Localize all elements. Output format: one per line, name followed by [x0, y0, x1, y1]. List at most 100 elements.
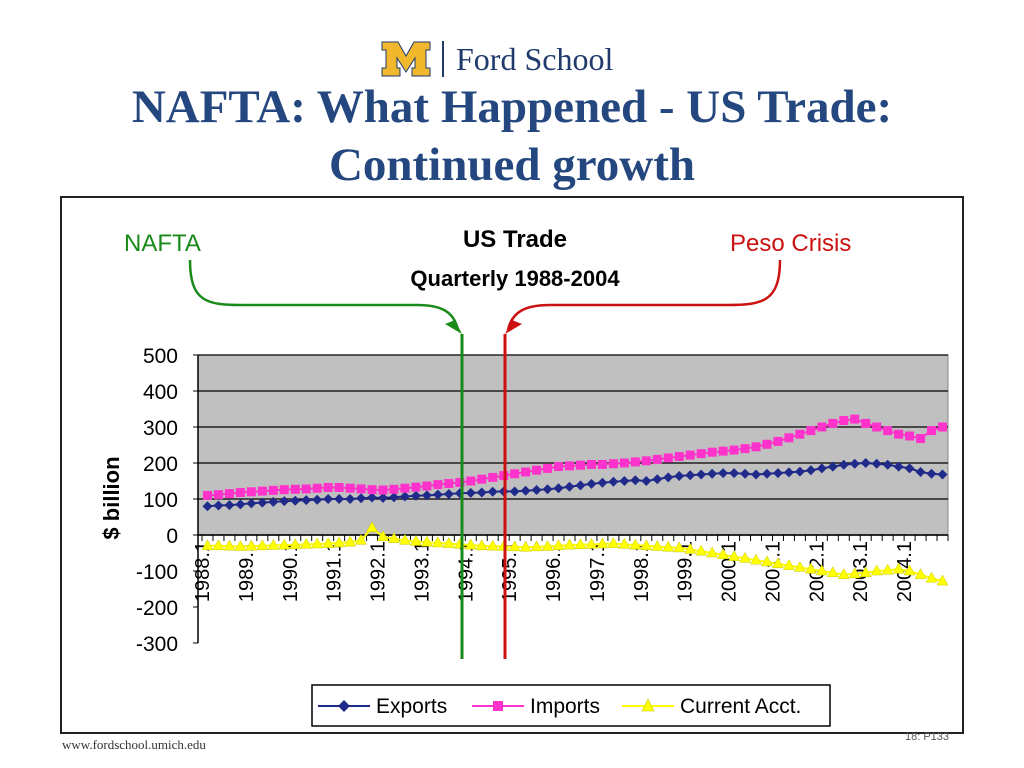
data-point: [915, 467, 926, 477]
chart-title: US Trade: [463, 226, 567, 253]
data-point: [619, 476, 630, 486]
logo-divider: [442, 41, 444, 77]
data-point: [267, 538, 280, 550]
data-point: [290, 495, 301, 506]
data-point: [651, 540, 664, 551]
data-point: [652, 454, 662, 464]
data-point: [663, 453, 673, 463]
data-point: [795, 429, 805, 439]
data-point: [564, 481, 575, 492]
data-point: [684, 542, 697, 554]
x-tick-label: 1988.1: [192, 541, 214, 602]
series-current-acct: [201, 521, 949, 586]
data-point: [476, 487, 487, 498]
data-point: [871, 458, 882, 469]
data-point: [322, 537, 335, 548]
data-point: [839, 416, 849, 426]
data-point: [444, 479, 454, 489]
peso-crisis-arrowhead: [505, 320, 522, 334]
data-point: [861, 418, 871, 428]
data-point: [278, 538, 291, 550]
data-point: [400, 483, 410, 493]
data-point: [212, 539, 225, 551]
data-point: [235, 499, 246, 510]
data-point: [914, 568, 927, 579]
data-point: [565, 461, 575, 471]
data-point: [685, 470, 696, 481]
data-point: [575, 480, 586, 491]
data-point: [695, 544, 708, 556]
data-point: [542, 484, 553, 495]
x-tick-label: 1996.1: [543, 541, 565, 602]
data-point: [761, 555, 773, 567]
data-point: [378, 485, 388, 495]
data-point: [431, 536, 444, 548]
data-point: [563, 538, 576, 550]
data-point: [904, 463, 915, 474]
data-point: [641, 476, 652, 486]
data-point: [432, 489, 443, 500]
data-point: [717, 548, 730, 560]
data-point: [608, 459, 618, 469]
data-point: [870, 564, 883, 576]
data-point: [674, 452, 684, 462]
data-point: [707, 468, 718, 479]
data-point: [926, 468, 937, 479]
data-point: [597, 477, 608, 488]
data-point: [345, 483, 355, 493]
data-point: [905, 431, 915, 441]
data-point: [433, 480, 443, 490]
footer-url: www.fordschool.umich.edu: [62, 737, 206, 752]
data-point: [729, 468, 740, 479]
nafta-arrow: [188, 259, 460, 331]
y-tick-label: 400: [143, 381, 178, 404]
x-tick-label: 1993.1: [411, 541, 433, 602]
x-tick-label: 2003.1: [850, 541, 872, 602]
data-point: [740, 444, 750, 454]
data-point: [772, 557, 784, 569]
data-point: [389, 484, 399, 494]
data-point: [202, 490, 212, 500]
data-point: [607, 537, 620, 548]
legend-imports-label: Imports: [530, 695, 600, 718]
data-point: [696, 449, 706, 459]
x-tick-label: 2001.1: [762, 541, 784, 602]
data-point: [850, 414, 860, 424]
data-point: [618, 537, 631, 549]
data-point: [466, 476, 476, 486]
data-point: [246, 498, 257, 509]
data-point: [356, 493, 367, 504]
data-point: [442, 537, 455, 548]
data-point: [510, 469, 520, 479]
title-line-1: NAFTA: What Happened - US Trade:: [131, 81, 893, 133]
legend-imports-marker: [493, 701, 503, 711]
data-point: [740, 468, 751, 479]
data-point: [323, 494, 334, 504]
data-point: [520, 485, 531, 496]
page-title: NAFTA: What Happened - US Trade: Continu…: [0, 78, 1024, 194]
data-point: [893, 461, 904, 472]
x-tick-label: 1990.1: [280, 541, 302, 602]
data-point: [201, 539, 214, 551]
data-point: [399, 533, 411, 545]
data-point: [366, 521, 378, 533]
data-point: [532, 465, 542, 475]
x-tick-label: 2004.1: [894, 541, 916, 602]
data-point: [554, 462, 564, 472]
data-point: [762, 439, 772, 449]
title-line-2: Continued growth: [328, 139, 696, 191]
data-point: [399, 491, 410, 502]
data-point: [378, 492, 389, 503]
data-point: [652, 474, 663, 485]
data-point: [881, 563, 894, 575]
series-layer: [201, 414, 949, 586]
data-point: [574, 538, 587, 549]
data-point: [837, 568, 850, 579]
data-point: [629, 538, 642, 550]
nafta-arrowhead: [445, 320, 462, 334]
data-point: [420, 535, 433, 547]
data-point: [586, 478, 597, 489]
data-point: [793, 560, 806, 572]
y-tick-label: 100: [143, 489, 178, 512]
y-tick-label: 500: [143, 345, 178, 368]
